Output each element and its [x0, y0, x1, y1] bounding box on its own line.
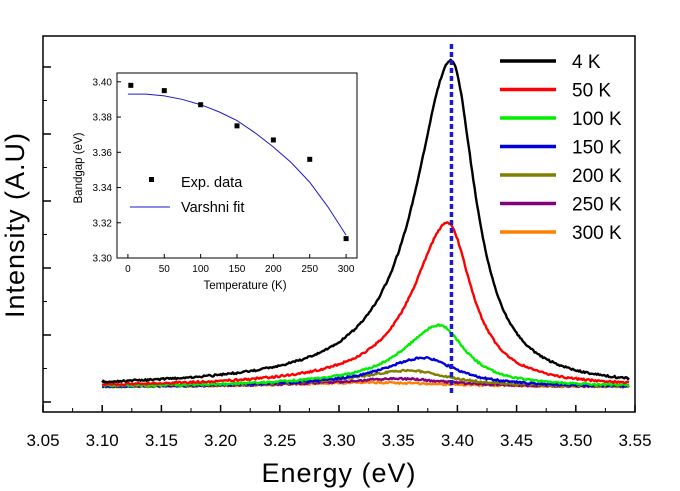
main-x-tick-label: 3.10 — [86, 431, 119, 450]
main-x-tick-label: 3.45 — [500, 431, 533, 450]
inset-legend-label: Exp. data — [181, 175, 243, 191]
main-x-axis: 3.05 3.10 3.15 3.20 3.25 3.30 3.35 3.40 3.45 3.50… — [26, 405, 652, 450]
main-x-tick-label: 3.20 — [204, 431, 237, 450]
exp-data-point — [307, 156, 313, 162]
main-x-tick-label: 3.15 — [145, 431, 178, 450]
inset-legend: Exp. data Varshni fit — [130, 175, 244, 216]
inset-y-tick-label: 3.38 — [93, 113, 113, 124]
inset-legend-marker — [149, 177, 154, 182]
main-legend: 4 K 50 K 100 K 150 K 200 K 250 K 300 K — [500, 52, 622, 244]
inset-y-tick-label: 3.40 — [93, 77, 113, 88]
inset-y-tick-label: 3.32 — [93, 218, 113, 229]
inset-x-tick-label: 0 — [125, 264, 131, 275]
main-x-tick-label: 3.55 — [618, 431, 651, 450]
main-x-tick-label: 3.35 — [382, 431, 415, 450]
legend-label: 50 K — [572, 81, 611, 102]
main-x-tick-label: 3.30 — [322, 431, 355, 450]
inset-x-tick-label: 250 — [301, 264, 318, 275]
legend-label: 100 K — [572, 109, 622, 130]
varshni-fit-line — [127, 93, 347, 236]
legend-label: 150 K — [572, 138, 622, 159]
legend-label: 300 K — [572, 223, 622, 244]
inset-plot-frame — [116, 72, 358, 259]
inset-y-tick-label: 3.30 — [93, 254, 113, 265]
inset-x-tick-label: 50 — [159, 264, 171, 275]
inset-x-tick-label: 150 — [229, 264, 246, 275]
main-x-tick-label: 3.25 — [263, 431, 296, 450]
exp-data-point — [234, 123, 240, 129]
inset-series-group — [127, 82, 349, 242]
spectrum-line-50k — [101, 221, 630, 387]
exp-data-point — [128, 82, 134, 88]
inset-x-tick-label: 200 — [265, 264, 282, 275]
exp-data-point — [161, 88, 167, 94]
inset-y-tick-label: 3.36 — [93, 148, 113, 159]
legend-label: 250 K — [572, 195, 622, 216]
legend-label: 4 K — [572, 52, 601, 73]
main-x-tick-label: 3.40 — [441, 431, 474, 450]
exp-data-point — [343, 236, 349, 242]
inset-x-axis-label: Temperature (K) — [203, 280, 286, 292]
inset-x-axis: 0 50 100 150 200 250 300 — [125, 254, 355, 275]
inset-y-tick-label: 3.34 — [93, 183, 113, 194]
inset-y-axis-label: Bandgap (eV) — [73, 132, 85, 203]
inset-y-axis: 3.30 3.32 3.34 3.36 3.38 3.40 — [93, 77, 121, 265]
legend-label: 200 K — [572, 166, 622, 187]
main-x-tick-label: 3.50 — [559, 431, 592, 450]
spectrum-line-100k — [101, 323, 630, 388]
main-y-axis — [43, 66, 51, 403]
exp-data-point — [270, 137, 276, 143]
exp-data-point — [198, 102, 204, 108]
main-series-group — [101, 58, 630, 389]
inset-legend-label: Varshni fit — [181, 200, 244, 216]
inset-x-tick-label: 100 — [192, 264, 209, 275]
main-y-axis-label: Intensity (A.U) — [0, 132, 30, 318]
spectrum-line-4k — [101, 58, 630, 384]
main-x-tick-label: 3.05 — [26, 431, 59, 450]
main-x-axis-label: Energy (eV) — [261, 458, 416, 488]
inset-x-tick-label: 300 — [338, 264, 355, 275]
